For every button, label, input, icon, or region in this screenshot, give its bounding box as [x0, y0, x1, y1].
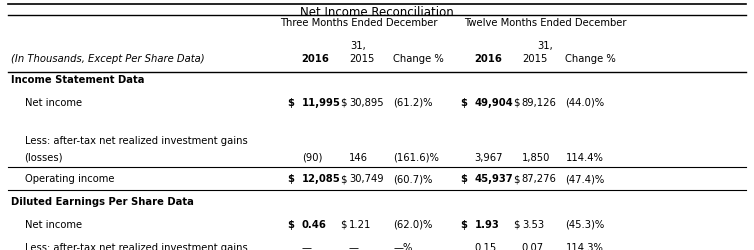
Text: 2015: 2015 — [349, 54, 374, 64]
Text: (44.0)%: (44.0)% — [566, 98, 605, 108]
Text: (61.2)%: (61.2)% — [394, 98, 433, 108]
Text: (47.4)%: (47.4)% — [566, 174, 605, 184]
Text: Operating income: Operating income — [25, 174, 114, 184]
Text: 11,995: 11,995 — [302, 98, 341, 108]
Text: Twelve Months Ended December: Twelve Months Ended December — [464, 18, 627, 28]
Text: 30,749: 30,749 — [349, 174, 384, 184]
Text: 31,: 31, — [538, 40, 553, 50]
Text: Less: after-tax net realized investment gains: Less: after-tax net realized investment … — [25, 242, 247, 250]
Text: $: $ — [460, 174, 467, 184]
Text: 0.46: 0.46 — [302, 219, 326, 229]
Text: 45,937: 45,937 — [474, 174, 513, 184]
Text: 89,126: 89,126 — [522, 98, 556, 108]
Text: $: $ — [287, 98, 294, 108]
Text: 3,967: 3,967 — [474, 152, 503, 162]
Text: 146: 146 — [349, 152, 368, 162]
Text: (62.0)%: (62.0)% — [394, 219, 433, 229]
Text: 2015: 2015 — [522, 54, 547, 64]
Text: Net income: Net income — [25, 219, 81, 229]
Text: (161.6)%: (161.6)% — [394, 152, 439, 162]
Text: $: $ — [513, 98, 520, 108]
Text: (45.3)%: (45.3)% — [566, 219, 605, 229]
Text: 12,085: 12,085 — [302, 174, 340, 184]
Text: Less: after-tax net realized investment gains: Less: after-tax net realized investment … — [25, 136, 247, 145]
Text: Diluted Earnings Per Share Data: Diluted Earnings Per Share Data — [11, 196, 194, 206]
Text: Net Income Reconciliation: Net Income Reconciliation — [300, 6, 454, 19]
Text: $: $ — [513, 174, 520, 184]
Text: —: — — [349, 242, 359, 250]
Text: Change %: Change % — [394, 54, 444, 64]
Text: 114.3%: 114.3% — [566, 242, 603, 250]
Text: $: $ — [340, 219, 347, 229]
Text: —: — — [302, 242, 311, 250]
Text: (losses): (losses) — [25, 152, 63, 162]
Text: (90): (90) — [302, 152, 322, 162]
Text: 114.4%: 114.4% — [566, 152, 603, 162]
Text: 3.53: 3.53 — [522, 219, 544, 229]
Text: 49,904: 49,904 — [474, 98, 513, 108]
Text: —%: —% — [394, 242, 412, 250]
Text: 0.15: 0.15 — [474, 242, 497, 250]
Text: 1.21: 1.21 — [349, 219, 371, 229]
Text: $: $ — [340, 98, 347, 108]
Text: Change %: Change % — [566, 54, 616, 64]
Text: 87,276: 87,276 — [522, 174, 556, 184]
Text: Income Statement Data: Income Statement Data — [11, 75, 145, 85]
Text: (In Thousands, Except Per Share Data): (In Thousands, Except Per Share Data) — [11, 54, 205, 64]
Text: 0.07: 0.07 — [522, 242, 544, 250]
Text: 2016: 2016 — [302, 54, 329, 64]
Text: 2016: 2016 — [474, 54, 502, 64]
Text: 1.93: 1.93 — [474, 219, 499, 229]
Text: $: $ — [460, 219, 467, 229]
Text: 31,: 31, — [351, 40, 366, 50]
Text: (60.7)%: (60.7)% — [394, 174, 433, 184]
Text: 1,850: 1,850 — [522, 152, 550, 162]
Text: Net income: Net income — [25, 98, 81, 108]
Text: Three Months Ended December: Three Months Ended December — [280, 18, 437, 28]
Text: $: $ — [460, 98, 467, 108]
Text: $: $ — [287, 174, 294, 184]
Text: 30,895: 30,895 — [349, 98, 384, 108]
Text: $: $ — [287, 219, 294, 229]
Text: $: $ — [513, 219, 520, 229]
Text: $: $ — [340, 174, 347, 184]
